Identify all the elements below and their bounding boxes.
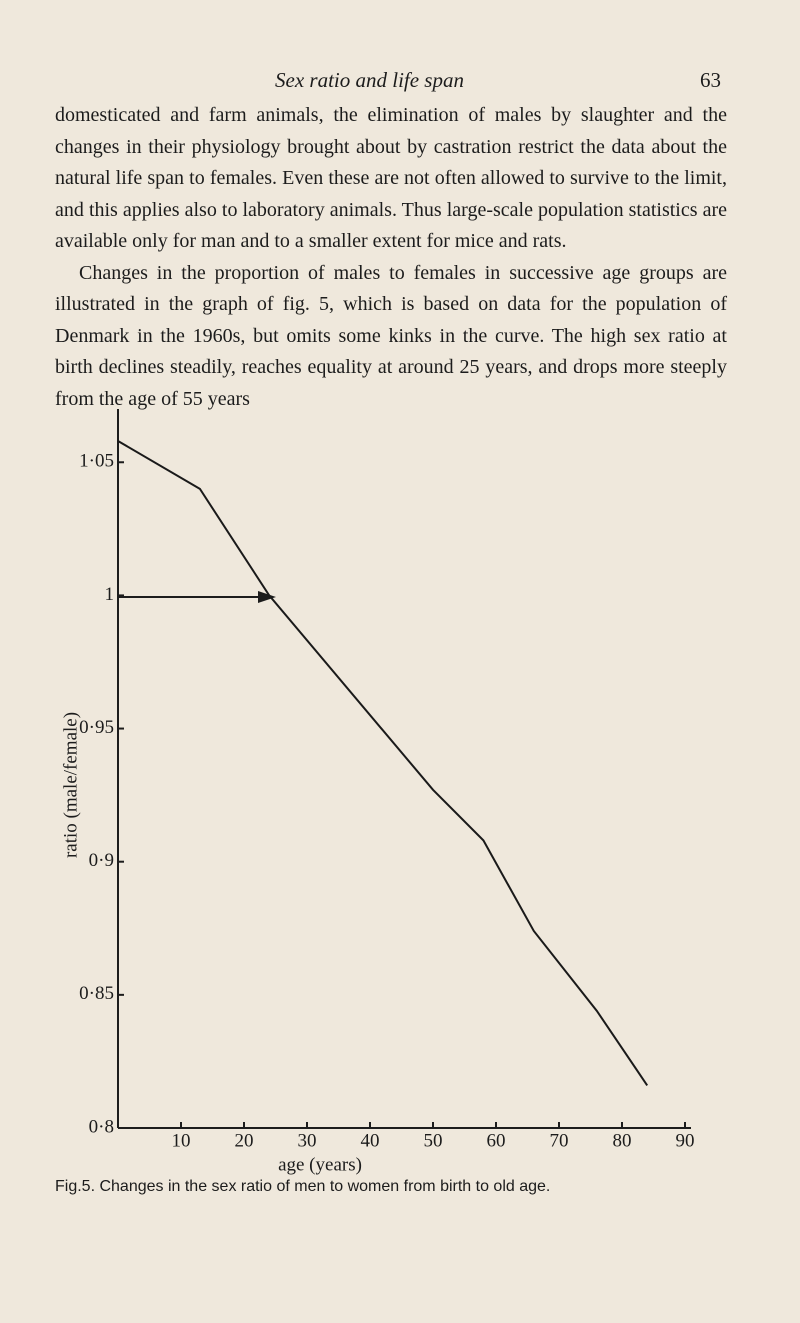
caption: Fig.5. Changes in the sex ratio of men t…: [55, 1178, 551, 1195]
data-line: [117, 440, 649, 1086]
page-number: 63: [700, 68, 721, 92]
x-tick-label: 50: [424, 1130, 443, 1151]
y-tick-label: 0·9: [89, 850, 114, 871]
paragraph: Changes in the proportion of males to fe…: [55, 261, 727, 410]
x-axis-label: age (years): [278, 1154, 362, 1175]
y-tick-label: 1·05: [79, 451, 114, 472]
x-tick-label: 20: [235, 1130, 254, 1151]
y-tick-label: 1: [105, 584, 115, 605]
x-tick-label: 80: [613, 1130, 632, 1151]
arrow-head: [258, 591, 276, 603]
running-title: Sex ratio and life span: [275, 68, 464, 92]
y-tick-label: 0·95: [79, 717, 114, 738]
x-tick-label: 90: [676, 1130, 695, 1151]
x-tick-label: 60: [487, 1130, 506, 1151]
x-tick-label: 70: [550, 1130, 569, 1151]
y-axis-label: ratio (male/female): [60, 712, 81, 858]
x-tick-label: 40: [361, 1130, 380, 1151]
y-tick-label: 0·8: [89, 1116, 114, 1137]
y-tick-label: 0·85: [79, 983, 114, 1004]
body-text: domesticated and farm animals, the elimi…: [55, 100, 727, 415]
x-tick-label: 30: [298, 1130, 317, 1151]
chart: age (years) ratio (male/female) 0·8 0·85 0…: [60, 409, 695, 1175]
paragraph: domesticated and farm animals, the elimi…: [55, 104, 727, 252]
x-tick-label: 10: [172, 1130, 191, 1151]
